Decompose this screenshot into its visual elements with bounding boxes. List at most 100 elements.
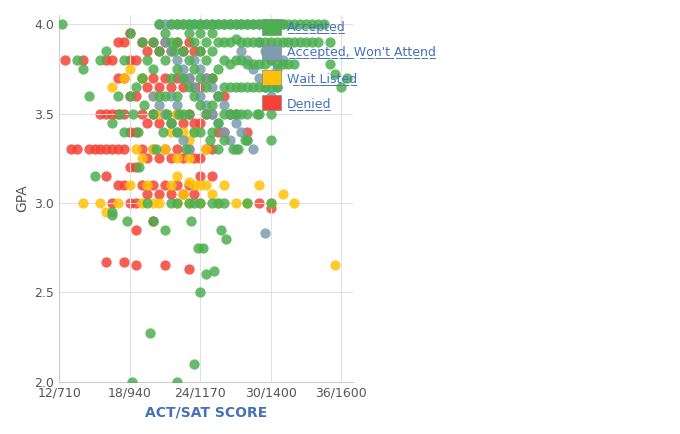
Point (195, 101, 206, 108)
Point (212, 128, 223, 135)
Point (207, 75, 218, 82)
Point (260, 83, 271, 90)
Point (224, 60, 235, 67)
Point (218, 56, 229, 63)
Point (324, 39, 335, 46)
Point (289, 60, 300, 67)
Point (113, 146, 124, 153)
Point (236, 21, 247, 28)
Point (301, 39, 311, 46)
Point (124, 66, 135, 72)
Point (189, 119, 200, 126)
Point (218, 83, 229, 90)
Point (230, 200, 241, 207)
Point (95, 56, 106, 63)
Point (224, 21, 235, 28)
Point (148, 217, 158, 224)
Point (195, 48, 206, 55)
Point (224, 137, 235, 144)
Point (260, 21, 271, 28)
Point (189, 21, 200, 28)
Point (154, 48, 165, 55)
Point (118, 128, 129, 135)
Point (201, 83, 211, 90)
Point (160, 226, 171, 233)
Point (341, 75, 352, 82)
Point (118, 110, 129, 117)
Point (212, 92, 223, 99)
Point (171, 101, 182, 108)
Point (265, 200, 276, 207)
Point (118, 75, 129, 82)
Point (236, 48, 247, 55)
Point (251, 110, 262, 117)
Point (283, 39, 294, 46)
Point (160, 56, 171, 63)
Point (230, 56, 241, 63)
Point (107, 110, 118, 117)
Y-axis label: GPA: GPA (15, 184, 29, 212)
Point (183, 155, 194, 162)
Point (207, 83, 218, 90)
Point (207, 191, 218, 197)
Point (171, 21, 182, 28)
Point (189, 66, 200, 72)
Point (95, 200, 106, 207)
Point (177, 137, 188, 144)
Point (171, 66, 182, 72)
Point (197, 244, 208, 251)
Point (254, 182, 265, 189)
Point (195, 289, 206, 296)
Point (242, 200, 253, 207)
Point (118, 75, 129, 82)
Point (207, 75, 218, 82)
Point (130, 262, 141, 269)
Point (289, 21, 300, 28)
Point (195, 200, 206, 207)
Point (254, 39, 265, 46)
Point (224, 110, 235, 117)
Point (165, 119, 176, 126)
Point (130, 200, 141, 207)
Point (201, 110, 211, 117)
Point (236, 83, 247, 90)
Point (218, 92, 229, 99)
Point (171, 200, 182, 207)
Point (148, 146, 158, 153)
Point (207, 21, 218, 28)
Point (195, 155, 206, 162)
Point (150, 146, 161, 153)
Point (242, 21, 253, 28)
Point (212, 200, 223, 207)
Point (130, 146, 141, 153)
Point (201, 21, 211, 28)
Legend: A̲c̲c̲e̲p̲t̲e̲d̲, A̲c̲c̲e̲p̲t̲e̲d̲,̲ ̲W̲o̲n̲'̲t̲ ̲A̲t̲t̲e̲n̲d̲, W̲a̲i̲t̲ ̲L̲i̲s̲: A̲c̲c̲e̲p̲t̲e̲d̲, A̲c̲c̲e̲p̲t̲e̲d̲,̲ ̲W̲… (257, 14, 441, 115)
Point (169, 48, 180, 55)
Point (171, 378, 182, 385)
Point (248, 146, 258, 153)
Point (277, 60, 288, 67)
Point (171, 173, 182, 180)
Point (218, 39, 229, 46)
Point (228, 146, 239, 153)
Point (160, 39, 171, 46)
Point (189, 360, 200, 367)
Point (183, 137, 194, 144)
Point (307, 39, 318, 46)
Point (218, 182, 229, 189)
Point (160, 110, 171, 117)
Point (312, 21, 323, 28)
Point (107, 56, 118, 63)
Point (224, 110, 235, 117)
Point (212, 66, 223, 72)
Point (148, 182, 158, 189)
Point (118, 258, 129, 265)
Point (142, 191, 153, 197)
Point (201, 110, 211, 117)
Point (183, 200, 194, 207)
Point (189, 92, 200, 99)
Point (171, 75, 182, 82)
Point (242, 60, 253, 67)
Point (78, 66, 88, 72)
Point (289, 200, 300, 207)
